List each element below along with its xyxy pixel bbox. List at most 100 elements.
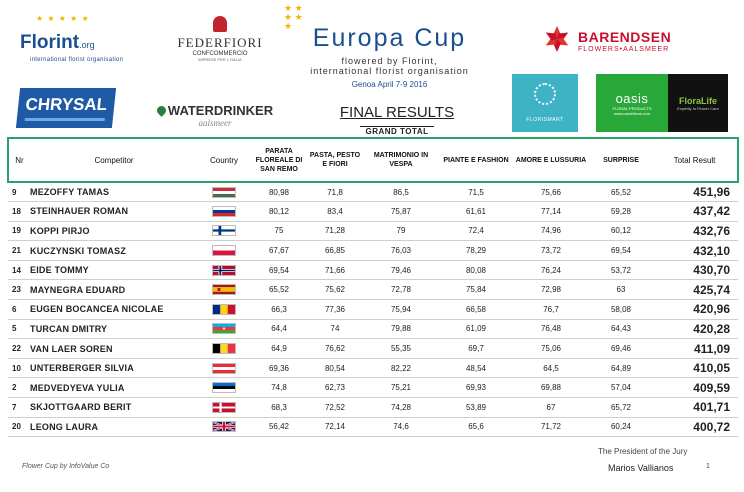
floralife-sub: Expertly In Flower Care xyxy=(677,106,719,111)
row-score-piante: 78,29 xyxy=(465,246,487,256)
table-row: 20 LEONG LAURA 56,42 72,14 74,6 65,6 71,72 60,2… xyxy=(8,417,738,437)
denmark-flag-icon xyxy=(212,401,236,413)
row-score-pasta: 71,66 xyxy=(324,265,346,275)
russia-flag-icon xyxy=(212,205,236,217)
row-score-amore: 76,7 xyxy=(543,304,559,314)
row-score-surprise: 69,54 xyxy=(610,246,632,256)
row-score-surprise: 53,72 xyxy=(610,265,632,275)
waterdrinker-sub: aalsmeer xyxy=(198,118,232,128)
row-score-matrimonio: 76,03 xyxy=(390,246,412,256)
row-country xyxy=(198,280,250,300)
jury-name: Marios Vallianos xyxy=(608,463,674,473)
florismart-icon xyxy=(534,83,556,105)
row-score-surprise: 64,89 xyxy=(610,363,632,373)
federfiori-logo: FEDERFIORI CONFCOMMERCIO IMPRESE PER L'I… xyxy=(172,16,268,70)
row-score-amore: 67 xyxy=(546,402,556,412)
row-score-pasta: 75,62 xyxy=(324,285,346,295)
row-score-parata: 69,54 xyxy=(268,265,290,275)
row-score-parata: 80,98 xyxy=(268,187,290,197)
flower-icon xyxy=(545,26,569,52)
row-score-matrimonio: 79 xyxy=(396,226,406,236)
row-score-matrimonio: 82,22 xyxy=(390,363,412,373)
waterdrinker-logo: WATERDRINKER aalsmeer xyxy=(150,103,280,133)
row-score-pasta: 72,14 xyxy=(324,422,346,432)
florint-logo: ★ ★ ★ ★ ★ Florint.org international flor… xyxy=(14,14,164,70)
row-score-amore: 75,66 xyxy=(540,187,562,197)
row-country xyxy=(198,378,250,398)
waterdrinker-name: WATERDRINKER xyxy=(167,103,274,118)
row-score-pasta: 76,62 xyxy=(324,344,346,354)
uk-flag-icon xyxy=(212,421,236,433)
romania-flag-icon xyxy=(212,303,236,315)
row-nr: 5 xyxy=(12,324,17,334)
results-title: FINAL RESULTS xyxy=(339,104,455,121)
florint-tagline: international florist organisation xyxy=(30,57,124,63)
row-score-matrimonio: 75,21 xyxy=(390,383,412,393)
row-score-parata: 68,3 xyxy=(271,402,287,412)
header-pasta: PASTA, PESTO E FIORI xyxy=(308,137,362,183)
event-subtitle-2: international florist organisation xyxy=(310,66,469,76)
row-score-amore: 71,72 xyxy=(540,422,562,432)
row-competitor: VAN LAER SOREN xyxy=(30,343,113,354)
row-total: 425,74 xyxy=(693,282,730,297)
row-nr: 20 xyxy=(12,422,21,432)
row-competitor: MEZOFFY TAMAS xyxy=(30,187,110,198)
row-total: 400,72 xyxy=(693,419,730,434)
row-score-pasta: 77,36 xyxy=(324,304,346,314)
row-score-amore: 69,88 xyxy=(540,383,562,393)
results-subtitle: GRAND TOTAL xyxy=(359,126,435,136)
row-country xyxy=(198,182,250,202)
row-score-matrimonio: 72,78 xyxy=(390,285,412,295)
barendsen-sub: FLOWERS•AALSMEER xyxy=(578,46,670,53)
row-score-piante: 61,09 xyxy=(465,324,487,334)
header-nr: Nr xyxy=(7,137,30,183)
row-nr: 18 xyxy=(12,206,21,216)
barendsen-name: BARENDSEN xyxy=(578,29,672,45)
header-competitor: Competitor xyxy=(30,137,198,183)
row-score-pasta: 71,28 xyxy=(324,226,346,236)
table-row: 6 EUGEN BOCANCEA NICOLAE 66,3 77,36 75,94 66,… xyxy=(8,300,738,320)
row-competitor: UNTERBERGER SILVIA xyxy=(30,363,134,374)
florint-name: Florint xyxy=(20,32,80,53)
row-score-matrimonio: 74,28 xyxy=(390,402,412,412)
header-total: Total Result xyxy=(652,137,739,183)
row-country xyxy=(198,300,250,320)
row-score-matrimonio: 75,87 xyxy=(390,206,412,216)
table-row: 14 EIDE TOMMY 69,54 71,66 79,46 80,08 76,24 53,… xyxy=(8,260,738,280)
table-row: 7 SKJOTTGAARD BERIT 68,3 72,52 74,28 53,89 67 6… xyxy=(8,398,738,418)
row-competitor: STEINHAUER ROMAN xyxy=(30,206,129,217)
row-score-pasta: 83,4 xyxy=(327,206,343,216)
row-nr: 2 xyxy=(12,383,17,393)
row-score-pasta: 66,85 xyxy=(324,246,346,256)
row-score-surprise: 60,24 xyxy=(610,422,632,432)
floralife-name: FloraLife xyxy=(678,96,717,106)
header-country: Country xyxy=(198,137,250,183)
row-total: 451,96 xyxy=(693,185,730,200)
results-heading: FINAL RESULTS GRAND TOTAL xyxy=(336,104,458,138)
norway-flag-icon xyxy=(212,264,236,276)
chrysal-bar xyxy=(24,118,105,121)
table-row: 9 MEZOFFY TAMAS 80,98 71,8 86,5 71,5 75,66 65,5… xyxy=(8,182,738,202)
header-parata: PARATA FLOREALE DI SAN REMO xyxy=(250,137,308,183)
table-row: 22 VAN LAER SOREN 64,9 76,62 55,35 69,7 75,06 6… xyxy=(8,339,738,359)
row-total: 420,28 xyxy=(693,321,730,336)
finland-flag-icon xyxy=(212,225,236,237)
row-score-surprise: 60,12 xyxy=(610,226,632,236)
row-score-pasta: 80,54 xyxy=(324,363,346,373)
row-country xyxy=(198,319,250,339)
row-country xyxy=(198,241,250,261)
row-competitor: MEDVEDYEVA YULIA xyxy=(30,382,125,393)
oasis-logo: oasis FLORAL PRODUCTS www.oasisfloral.co… xyxy=(596,74,668,132)
row-score-surprise: 58,08 xyxy=(610,304,632,314)
row-score-surprise: 69,46 xyxy=(610,344,632,354)
footer-credit: Flower Cup by InfoValue Co xyxy=(22,463,110,470)
oasis-sub: FLORAL PRODUCTS www.oasisfloral.com xyxy=(612,106,652,116)
row-competitor: KUCZYNSKI TOMASZ xyxy=(30,245,127,256)
row-score-amore: 76,24 xyxy=(540,265,562,275)
row-score-matrimonio: 79,88 xyxy=(390,324,412,334)
table-row: 2 MEDVEDYEVA YULIA 74,8 62,73 75,21 69,93 69,8… xyxy=(8,378,738,398)
stars-icon: ★ ★ ★ ★ ★ xyxy=(36,14,90,23)
row-country xyxy=(198,398,250,418)
row-country xyxy=(198,417,250,437)
row-score-amore: 76,48 xyxy=(540,324,562,334)
